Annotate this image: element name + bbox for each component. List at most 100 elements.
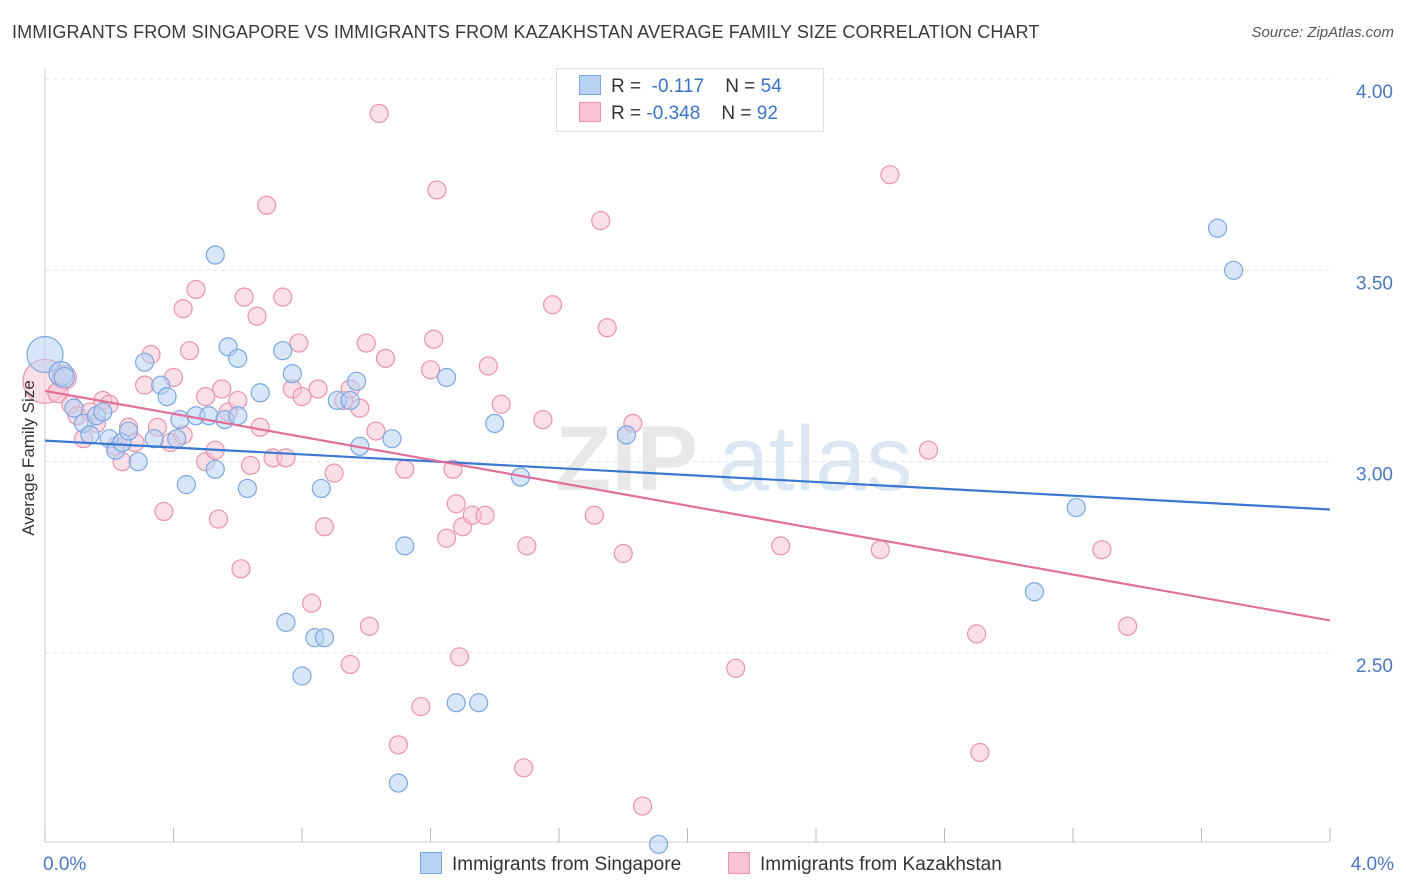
kazakhstan-point [491, 394, 511, 414]
singapore-swatch [579, 75, 601, 95]
kazakhstan-point [1118, 616, 1138, 636]
kazakhstan-point [478, 356, 498, 376]
kazakhstan-point [967, 624, 987, 644]
singapore-trend-line [44, 439, 1331, 511]
kazakhstan-point [388, 735, 408, 755]
kazakhstan-point [366, 421, 386, 441]
series-legend: Immigrants from Singapore Immigrants fro… [0, 852, 1406, 878]
singapore-point [276, 612, 296, 632]
kazakhstan-point [247, 306, 267, 326]
y-tick-label-1: 3.00 [1356, 465, 1393, 486]
kazakhstan-point [970, 742, 990, 763]
kazakhstan-point [257, 195, 277, 215]
legend-item-kazakhstan[interactable]: Immigrants from Kazakhstan [728, 852, 1002, 876]
singapore-point [80, 425, 100, 445]
tick-labels: 2.50 3.00 3.50 4.00 0.0% 4.0% [43, 82, 1394, 875]
singapore-point [648, 834, 669, 854]
kazakhstan-point [533, 409, 553, 430]
singapore-point [250, 383, 270, 403]
kazakhstan-point [340, 654, 360, 675]
kazakhstan-point [273, 287, 293, 307]
kazakhstan-point [134, 375, 155, 395]
singapore-point [205, 459, 225, 479]
singapore-point [167, 429, 187, 449]
kazakhstan-point [276, 448, 296, 468]
watermark-atlas: atlas [718, 408, 912, 510]
kazakhstan-swatch [579, 102, 601, 122]
kazakhstan-point [289, 333, 309, 353]
kazakhstan-point [918, 440, 939, 460]
source-credit: Source: ZipAtlas.com [1251, 24, 1394, 41]
kazakhstan-point [369, 103, 389, 124]
watermark: ZIP atlas [555, 408, 912, 510]
kazakhstan-point [1092, 540, 1112, 560]
singapore-point [311, 478, 331, 499]
kazakhstan-point [196, 387, 216, 407]
y-tick-label-0: 2.50 [1356, 656, 1393, 677]
kazakhstan-legend-swatch [728, 852, 750, 874]
trend-lines [44, 389, 1331, 622]
kazakhstan-point [212, 379, 232, 399]
r-value-kazakhstan: -0.348 [646, 103, 701, 124]
singapore-point [1024, 582, 1045, 602]
kazakhstan-legend-label: Immigrants from Kazakhstan [760, 854, 1002, 875]
kazakhstan-point [514, 758, 534, 778]
kazakhstan-point [324, 463, 344, 483]
kazakhstan-point [436, 528, 457, 548]
kazakhstan-point [154, 501, 174, 522]
r-value-singapore: -0.117 [651, 76, 705, 97]
axes [44, 68, 1331, 843]
kazakhstan-point [597, 318, 617, 338]
kazakhstan-point [241, 455, 261, 476]
singapore-point [382, 429, 402, 449]
singapore-point [314, 628, 335, 648]
chart-title: IMMIGRANTS FROM SINGAPORE VS IMMIGRANTS … [12, 22, 1040, 42]
singapore-point [128, 452, 148, 472]
r-label: R = [611, 103, 642, 124]
singapore-point [347, 371, 367, 391]
x-tick-label-1: 4.0% [1351, 854, 1394, 875]
singapore-point [237, 478, 257, 499]
kazakhstan-point [234, 287, 254, 307]
singapore-point [1207, 218, 1228, 238]
singapore-point [118, 421, 139, 441]
singapore-point [144, 429, 164, 449]
kazakhstan-point [173, 299, 193, 319]
correlation-legend: R = -0.117 N = 54 R = -0.348 N = 92 [556, 68, 824, 132]
kazakhstan-point [308, 379, 328, 399]
kazakhstan-point [517, 536, 537, 556]
singapore-point [469, 693, 489, 713]
n-label: N = [725, 76, 756, 97]
kazakhstan-point [420, 360, 441, 380]
kazakhstan-point [356, 333, 376, 353]
kazakhstan-point [292, 387, 312, 407]
singapore-point [1066, 497, 1086, 518]
kazakhstan-point [375, 348, 396, 368]
n-value-singapore: 54 [760, 76, 782, 97]
singapore-point [485, 413, 505, 433]
kazakhstan-point [302, 593, 322, 613]
kazakhstan-point [584, 505, 604, 525]
singapore-point [1224, 260, 1244, 280]
singapore-point [395, 536, 415, 556]
kazakhstan-point [359, 616, 380, 636]
x-tick-label-0: 0.0% [43, 854, 86, 875]
kazakhstan-point [395, 459, 415, 479]
legend-item-singapore[interactable]: Immigrants from Singapore [420, 852, 681, 876]
singapore-points [26, 218, 1244, 854]
singapore-point [616, 425, 637, 445]
n-value-kazakhstan: 92 [756, 103, 778, 124]
kazakhstan-point [613, 543, 633, 564]
singapore-point [436, 367, 457, 388]
legend-row-kazakhstan: R = -0.348 N = 92 [579, 102, 778, 126]
n-label: N = [721, 103, 752, 124]
kazakhstan-point [632, 796, 653, 816]
singapore-point [205, 245, 225, 265]
y-tick-label-2: 3.50 [1356, 273, 1393, 294]
singapore-point [228, 406, 248, 426]
kazakhstan-point [771, 536, 791, 556]
y-axis-label: Average Family Size [19, 380, 38, 536]
kazakhstan-point [424, 329, 444, 349]
singapore-point [93, 402, 113, 422]
